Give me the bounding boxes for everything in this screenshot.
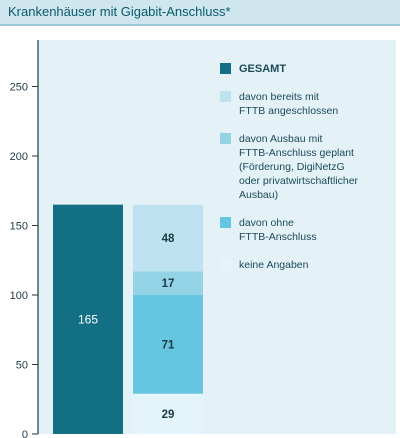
legend-label: davon bereits mit FTTB angeschlossen [239, 91, 339, 117]
legend-label: davon Ausbau mit FTTB-Anschluss geplant … [239, 133, 359, 201]
y-tick-label: 0 [22, 429, 28, 438]
y-tick-label: 150 [10, 221, 28, 233]
stack-segment-label: 17 [162, 278, 175, 290]
chart-title: Krankenhäuser mit Gigabit-Anschluss* [8, 4, 231, 19]
legend-item: GESAMT [220, 62, 396, 76]
chart-title-bar: Krankenhäuser mit Gigabit-Anschluss* [0, 0, 400, 26]
stack-segment [133, 295, 203, 394]
bar-gesamt [53, 204, 123, 434]
legend-swatch [220, 259, 231, 270]
y-tick-label: 100 [10, 290, 28, 302]
stack-segment [133, 271, 203, 295]
legend-swatch [220, 217, 231, 228]
bar-gesamt-label: 165 [78, 312, 98, 326]
legend-label: keine Angaben [239, 259, 309, 271]
legend-item: davon bereits mit FTTB angeschlossen [220, 90, 396, 118]
legend-item: davon ohne FTTB-Anschluss [220, 216, 396, 244]
stack-segment [133, 393, 203, 434]
y-tick-label: 50 [16, 360, 28, 372]
legend-label: davon ohne FTTB-Anschluss [239, 217, 317, 243]
legend-swatch [220, 91, 231, 102]
legend-swatch [220, 63, 231, 74]
y-tick-label: 200 [10, 151, 28, 163]
stack-segment-label: 48 [162, 233, 175, 245]
stack-segment [133, 204, 203, 272]
legend-item: keine Angaben [220, 258, 396, 272]
legend-label: GESAMT [239, 63, 287, 75]
y-tick-label: 250 [10, 82, 28, 94]
legend-swatch [220, 133, 231, 144]
legend-item: davon Ausbau mit FTTB-Anschluss geplant … [220, 132, 396, 202]
stack-segment-label: 71 [162, 339, 175, 351]
legend: GESAMT davon bereits mit FTTB angeschloss… [220, 62, 396, 286]
stack-segment-label: 29 [162, 409, 175, 421]
